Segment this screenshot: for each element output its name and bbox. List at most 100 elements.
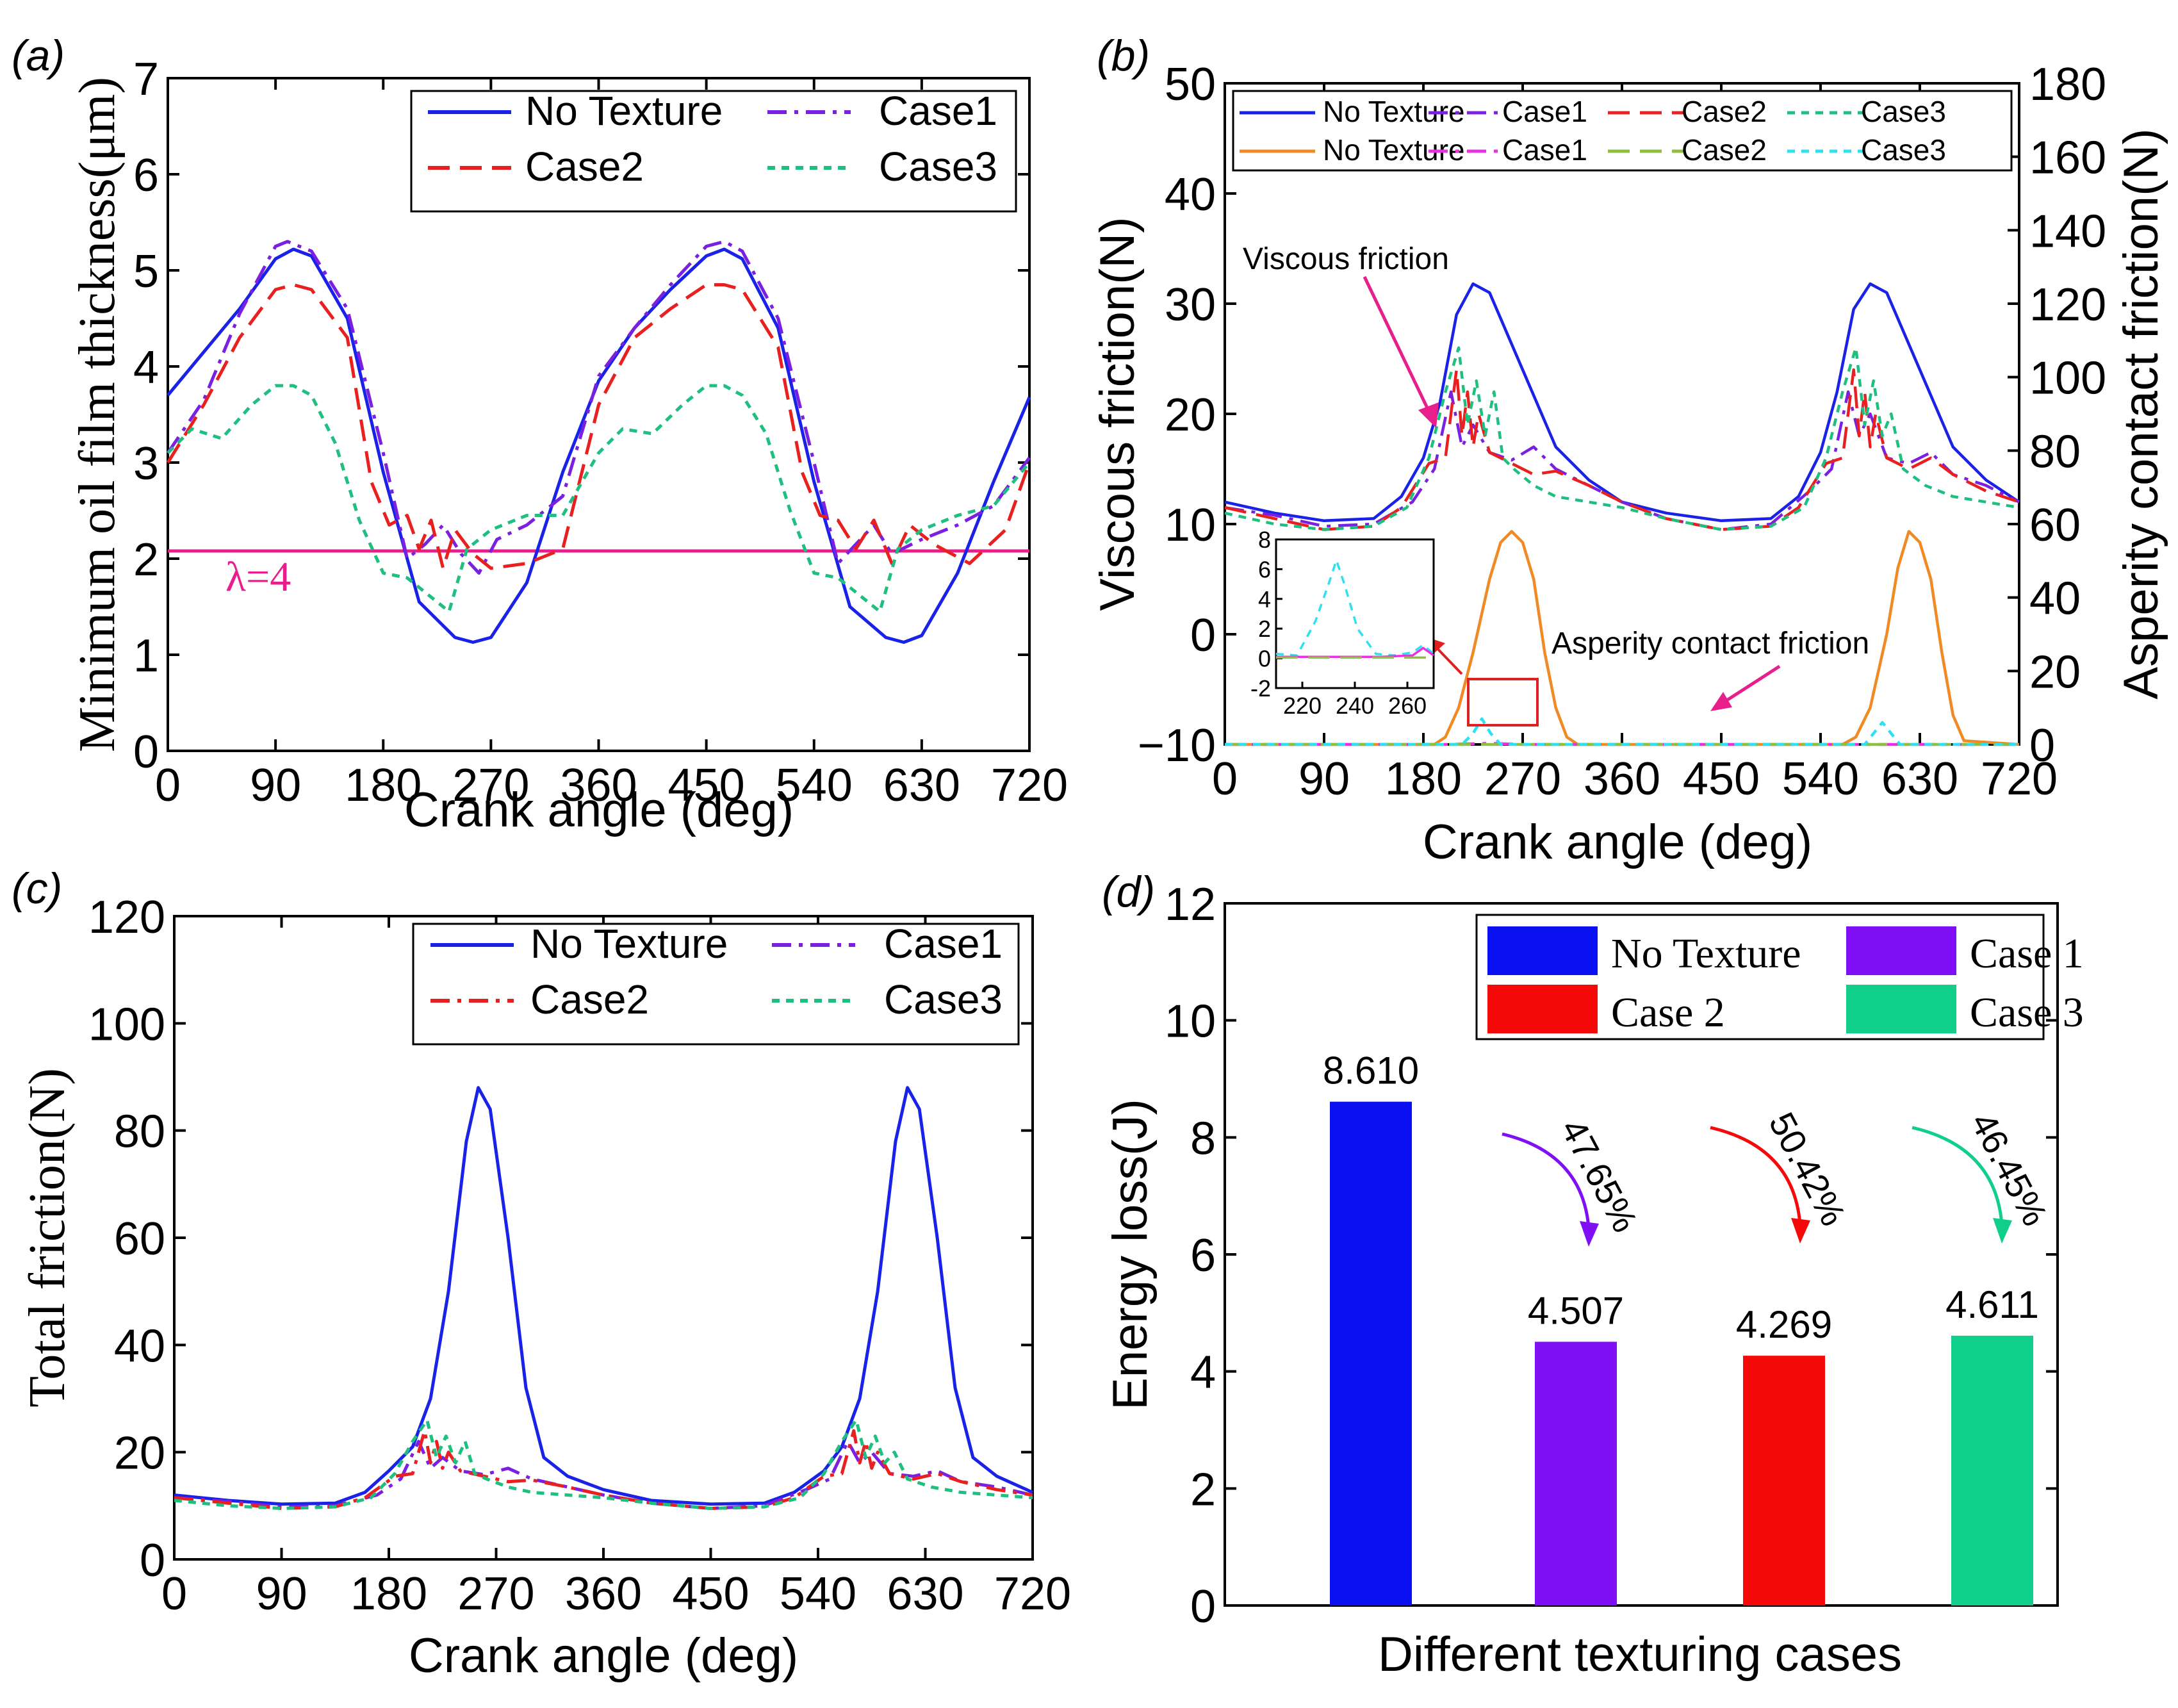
reduction-arrow <box>1502 1132 1591 1228</box>
annotation-viscous: Viscous friction <box>1243 242 1449 276</box>
y2-tick-label: 40 <box>2029 573 2081 625</box>
legend-swatch-no-texture <box>1487 926 1598 975</box>
x-axis-label: Different texturing cases <box>1378 1627 1902 1682</box>
bar-case-3 <box>1951 1335 2033 1605</box>
legend-label-case-1: Case 1 <box>1970 930 2084 977</box>
legend-label-case3: Case3 <box>884 976 1003 1022</box>
legend-label-case3: Case3 <box>879 144 997 190</box>
legend-label-case3-left: Case3 <box>1861 95 1946 128</box>
series-line-no-texture <box>174 1086 1034 1506</box>
y-tick-label: 40 <box>1165 169 1216 220</box>
legend-label-case2-left: Case2 <box>1682 95 1767 128</box>
x-tick-label: 270 <box>457 1568 534 1620</box>
y2-tick-label: 120 <box>2029 279 2106 331</box>
bar-case-1 <box>1535 1342 1617 1605</box>
series-line-right-case3 <box>1225 717 2019 746</box>
legend-label-no-texture: No Texture <box>530 921 728 967</box>
series-line-case2 <box>174 1429 1033 1510</box>
inset: 220 240 260 -2 0 2 4 6 8 <box>1250 527 1435 719</box>
inset-y-tick-label: 4 <box>1258 586 1271 612</box>
y-tick-label: 0 <box>1190 1581 1216 1632</box>
y2-tick-label: 80 <box>2029 426 2081 477</box>
legend-label-case1: Case1 <box>884 921 1003 967</box>
inset-y-tick-label: 6 <box>1258 556 1271 582</box>
x-tick-label: 180 <box>1385 753 1462 805</box>
inset-y-tick-label: -2 <box>1250 675 1271 702</box>
inset-y-tick-label: 0 <box>1258 646 1271 672</box>
y-tick-label: 100 <box>88 999 165 1050</box>
y-tick-label: 4 <box>133 342 159 393</box>
legend: No Texture Case1 Case2 Case3 <box>410 88 1017 213</box>
x-tick-label: 540 <box>780 1568 856 1620</box>
y2-tick-label: 180 <box>2029 59 2106 110</box>
x-tick-label: 270 <box>1484 753 1561 805</box>
panel-d: (d) 0 2 4 6 8 10 12 8.610 4.507 4.269 4.611 47.65% 50… <box>1102 867 2084 1682</box>
reduction-arrowhead <box>1993 1218 2012 1244</box>
legend: No Texture Case 1 Case 2 Case 3 <box>1475 914 2084 1040</box>
x-tick-label: 0 <box>1212 753 1238 805</box>
legend-label-case3-right: Case3 <box>1861 133 1946 167</box>
series-line-case1 <box>174 1440 1033 1510</box>
bar-value-label: 4.269 <box>1736 1303 1832 1346</box>
x-axis-label: Crank angle (deg) <box>404 783 794 837</box>
annotation-arrowhead-viscous <box>1418 402 1439 428</box>
reduction-label: 47.65% <box>1553 1112 1646 1238</box>
y2-tick-label: 20 <box>2029 646 2081 698</box>
legend-swatch-case-1 <box>1846 926 1956 975</box>
x-tick-label: 360 <box>560 760 637 811</box>
series-line-left-no-texture <box>1224 282 2020 523</box>
y-axis-label: Minimum oil film thickness(μm) <box>69 77 126 752</box>
y-tick-label: 6 <box>133 150 159 201</box>
reduction-arrow <box>1710 1126 1802 1225</box>
reduction-arrowhead <box>1791 1218 1810 1244</box>
legend-label-case1-left: Case1 <box>1502 95 1587 128</box>
inset-frame <box>1275 538 1435 689</box>
legend-box <box>1232 90 2013 172</box>
series-line-no-texture <box>167 247 1031 644</box>
x-tick-label: 180 <box>345 760 422 811</box>
y-tick-label: 4 <box>1190 1347 1216 1399</box>
x-tick-label: 540 <box>776 760 853 811</box>
x-tick-label: 90 <box>1298 753 1350 805</box>
y-tick-label: 8 <box>1190 1113 1216 1164</box>
legend-swatch-case-3 <box>1846 985 1956 1033</box>
x-tick-label: 450 <box>668 760 745 811</box>
panel-label: (d) <box>1102 867 1155 916</box>
x-axis-label: Crank angle (deg) <box>409 1629 798 1683</box>
panel-b: (b)0 90 180 270 360 450 540 630 720−100102030405… <box>1090 31 2168 869</box>
series-line-left-case3 <box>1224 346 2020 531</box>
panel-c: (c) 0 90 180 270 360 450 540 630 720 0 20 40 60 80 100 1… <box>12 864 1071 1683</box>
x-tick-label: 540 <box>1782 753 1859 805</box>
bar-case-2 <box>1743 1356 1825 1605</box>
annotation-asperity: Asperity contact friction <box>1552 627 1869 661</box>
series-line-case3 <box>167 384 1031 613</box>
reduction-arrow <box>1912 1126 2004 1225</box>
y-axis-label: Energy loss(J) <box>1103 1099 1158 1410</box>
y2-tick-label: 0 <box>2029 720 2055 771</box>
panel-a: (a) 0 90 180 270 360 450 540 630 720 0 1 2 3 4 5 6 7 λ=4 No… <box>12 31 1068 837</box>
y2-tick-label: 60 <box>2029 500 2081 551</box>
legend-box <box>412 923 1020 1046</box>
legend-label-case2-right: Case2 <box>1682 133 1767 167</box>
legend: No Texture Case1 Case2 Case3 <box>412 921 1020 1046</box>
y-tick-label: 10 <box>1165 996 1216 1047</box>
x-axis-label: Crank angle (deg) <box>1423 815 1812 869</box>
series-line-case1 <box>166 240 1031 575</box>
y2-axis-label: Asperity contact friction(N) <box>2114 128 2168 699</box>
y-tick-label: 10 <box>1165 500 1216 551</box>
y-tick-label: 0 <box>140 1535 165 1586</box>
y-tick-label: −10 <box>1138 720 1216 771</box>
legend-label-case1: Case1 <box>879 88 997 134</box>
y-tick-label: 7 <box>133 54 159 105</box>
x-tick-label: 450 <box>672 1568 749 1620</box>
panel-label: (c) <box>12 864 62 913</box>
legend-swatch-case-2 <box>1487 985 1598 1033</box>
inset-y-tick-label: 8 <box>1258 527 1271 553</box>
y-tick-label: 0 <box>133 727 159 778</box>
x-tick-label: 270 <box>452 760 529 811</box>
inset-series-line-case3 <box>1275 559 1435 657</box>
legend-label-case-3: Case 3 <box>1970 989 2084 1036</box>
x-tick-label: 630 <box>887 1568 963 1620</box>
legend-label-case1-right: Case1 <box>1502 133 1587 167</box>
